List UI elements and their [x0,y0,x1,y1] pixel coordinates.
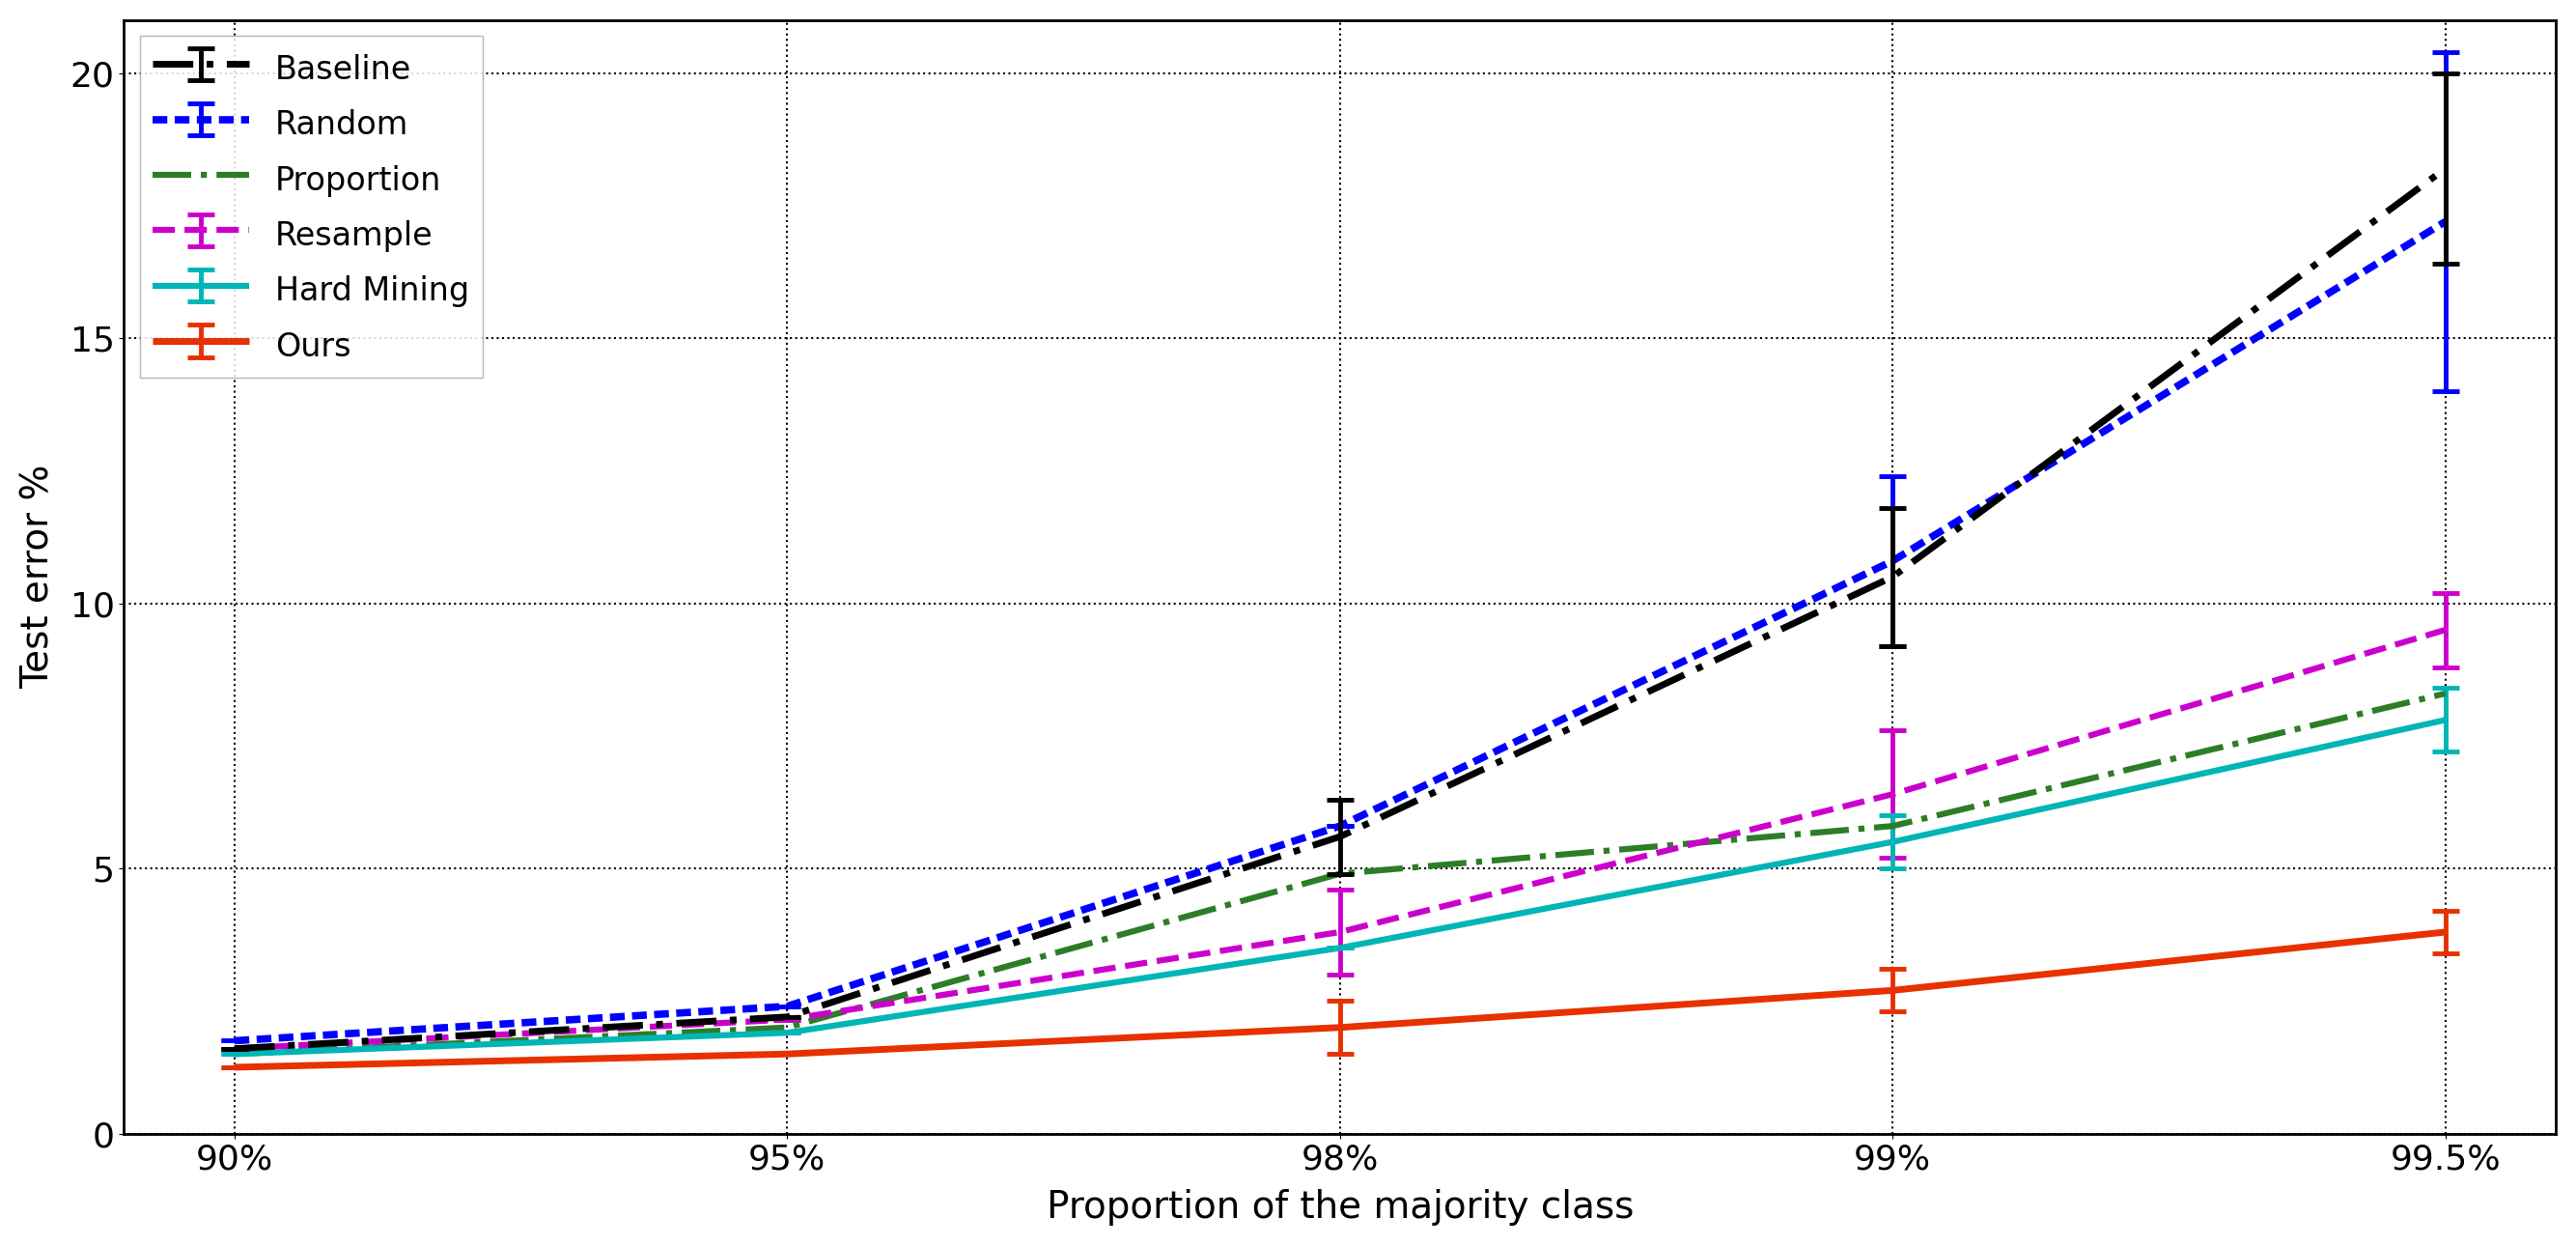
X-axis label: Proportion of the majority class: Proportion of the majority class [1046,1189,1633,1226]
Y-axis label: Test error %: Test error % [21,465,57,689]
Legend: Baseline, Random, Proportion, Resample, Hard Mining, Ours: Baseline, Random, Proportion, Resample, … [139,36,482,378]
